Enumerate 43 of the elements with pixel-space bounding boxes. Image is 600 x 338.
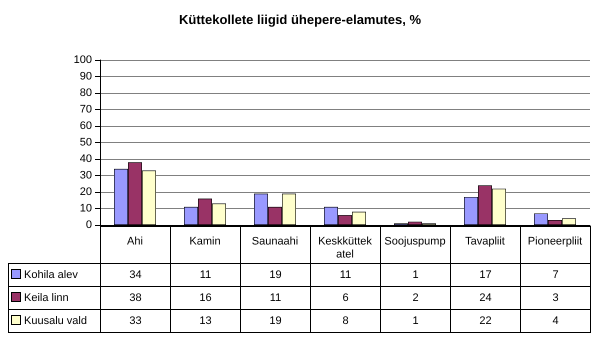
chart-title: Küttekollete liigid ühepere-elamutes, % xyxy=(179,12,422,27)
x-tick-label: Soojuspump xyxy=(384,236,446,248)
data-label: 22 xyxy=(450,310,520,332)
data-label: 16 xyxy=(170,286,240,310)
y-tick-label: 90 xyxy=(80,70,92,82)
legend-label: Kohila alev xyxy=(8,264,100,286)
y-tick-label: 30 xyxy=(80,170,92,182)
x-tick-label: Saunaahi xyxy=(252,236,298,248)
y-tick-label: 60 xyxy=(80,120,92,132)
y-tick-label: 80 xyxy=(80,87,92,99)
y-tick-label: 40 xyxy=(80,153,92,165)
x-tick-label: Tavapliit xyxy=(465,236,505,248)
data-label: 19 xyxy=(240,264,310,286)
y-tick-label: 50 xyxy=(80,136,92,148)
data-label: 2 xyxy=(380,286,450,310)
y-tick-label: 100 xyxy=(74,54,92,66)
data-label: 11 xyxy=(310,264,380,286)
data-label: 3 xyxy=(520,286,590,310)
x-tick-label: Ahi xyxy=(127,236,143,248)
y-tick-label: 70 xyxy=(80,104,92,116)
data-label: 34 xyxy=(100,264,170,286)
x-tick-label: Kamin xyxy=(189,236,221,248)
y-tick-label: 20 xyxy=(80,186,92,198)
y-tick-label: 10 xyxy=(80,202,92,214)
data-label: 11 xyxy=(170,264,240,286)
y-tick-label: 0 xyxy=(86,219,92,231)
data-label: 17 xyxy=(450,264,520,286)
data-label: 4 xyxy=(520,310,590,332)
data-label: 11 xyxy=(240,286,310,310)
data-label: 13 xyxy=(170,310,240,332)
legend-label: Kuusalu vald xyxy=(8,310,100,332)
legend-label: Keila linn xyxy=(8,286,100,310)
data-label: 7 xyxy=(520,264,590,286)
data-label: 8 xyxy=(310,310,380,332)
data-label: 6 xyxy=(310,286,380,310)
data-label: 1 xyxy=(380,310,450,332)
data-label: 1 xyxy=(380,264,450,286)
x-tick-label: Pioneerpliit xyxy=(528,236,582,248)
data-label: 38 xyxy=(100,286,170,310)
data-label: 19 xyxy=(240,310,310,332)
x-tick-label: Keskküttekatel xyxy=(318,236,372,260)
data-label: 24 xyxy=(450,286,520,310)
data-label: 33 xyxy=(100,310,170,332)
